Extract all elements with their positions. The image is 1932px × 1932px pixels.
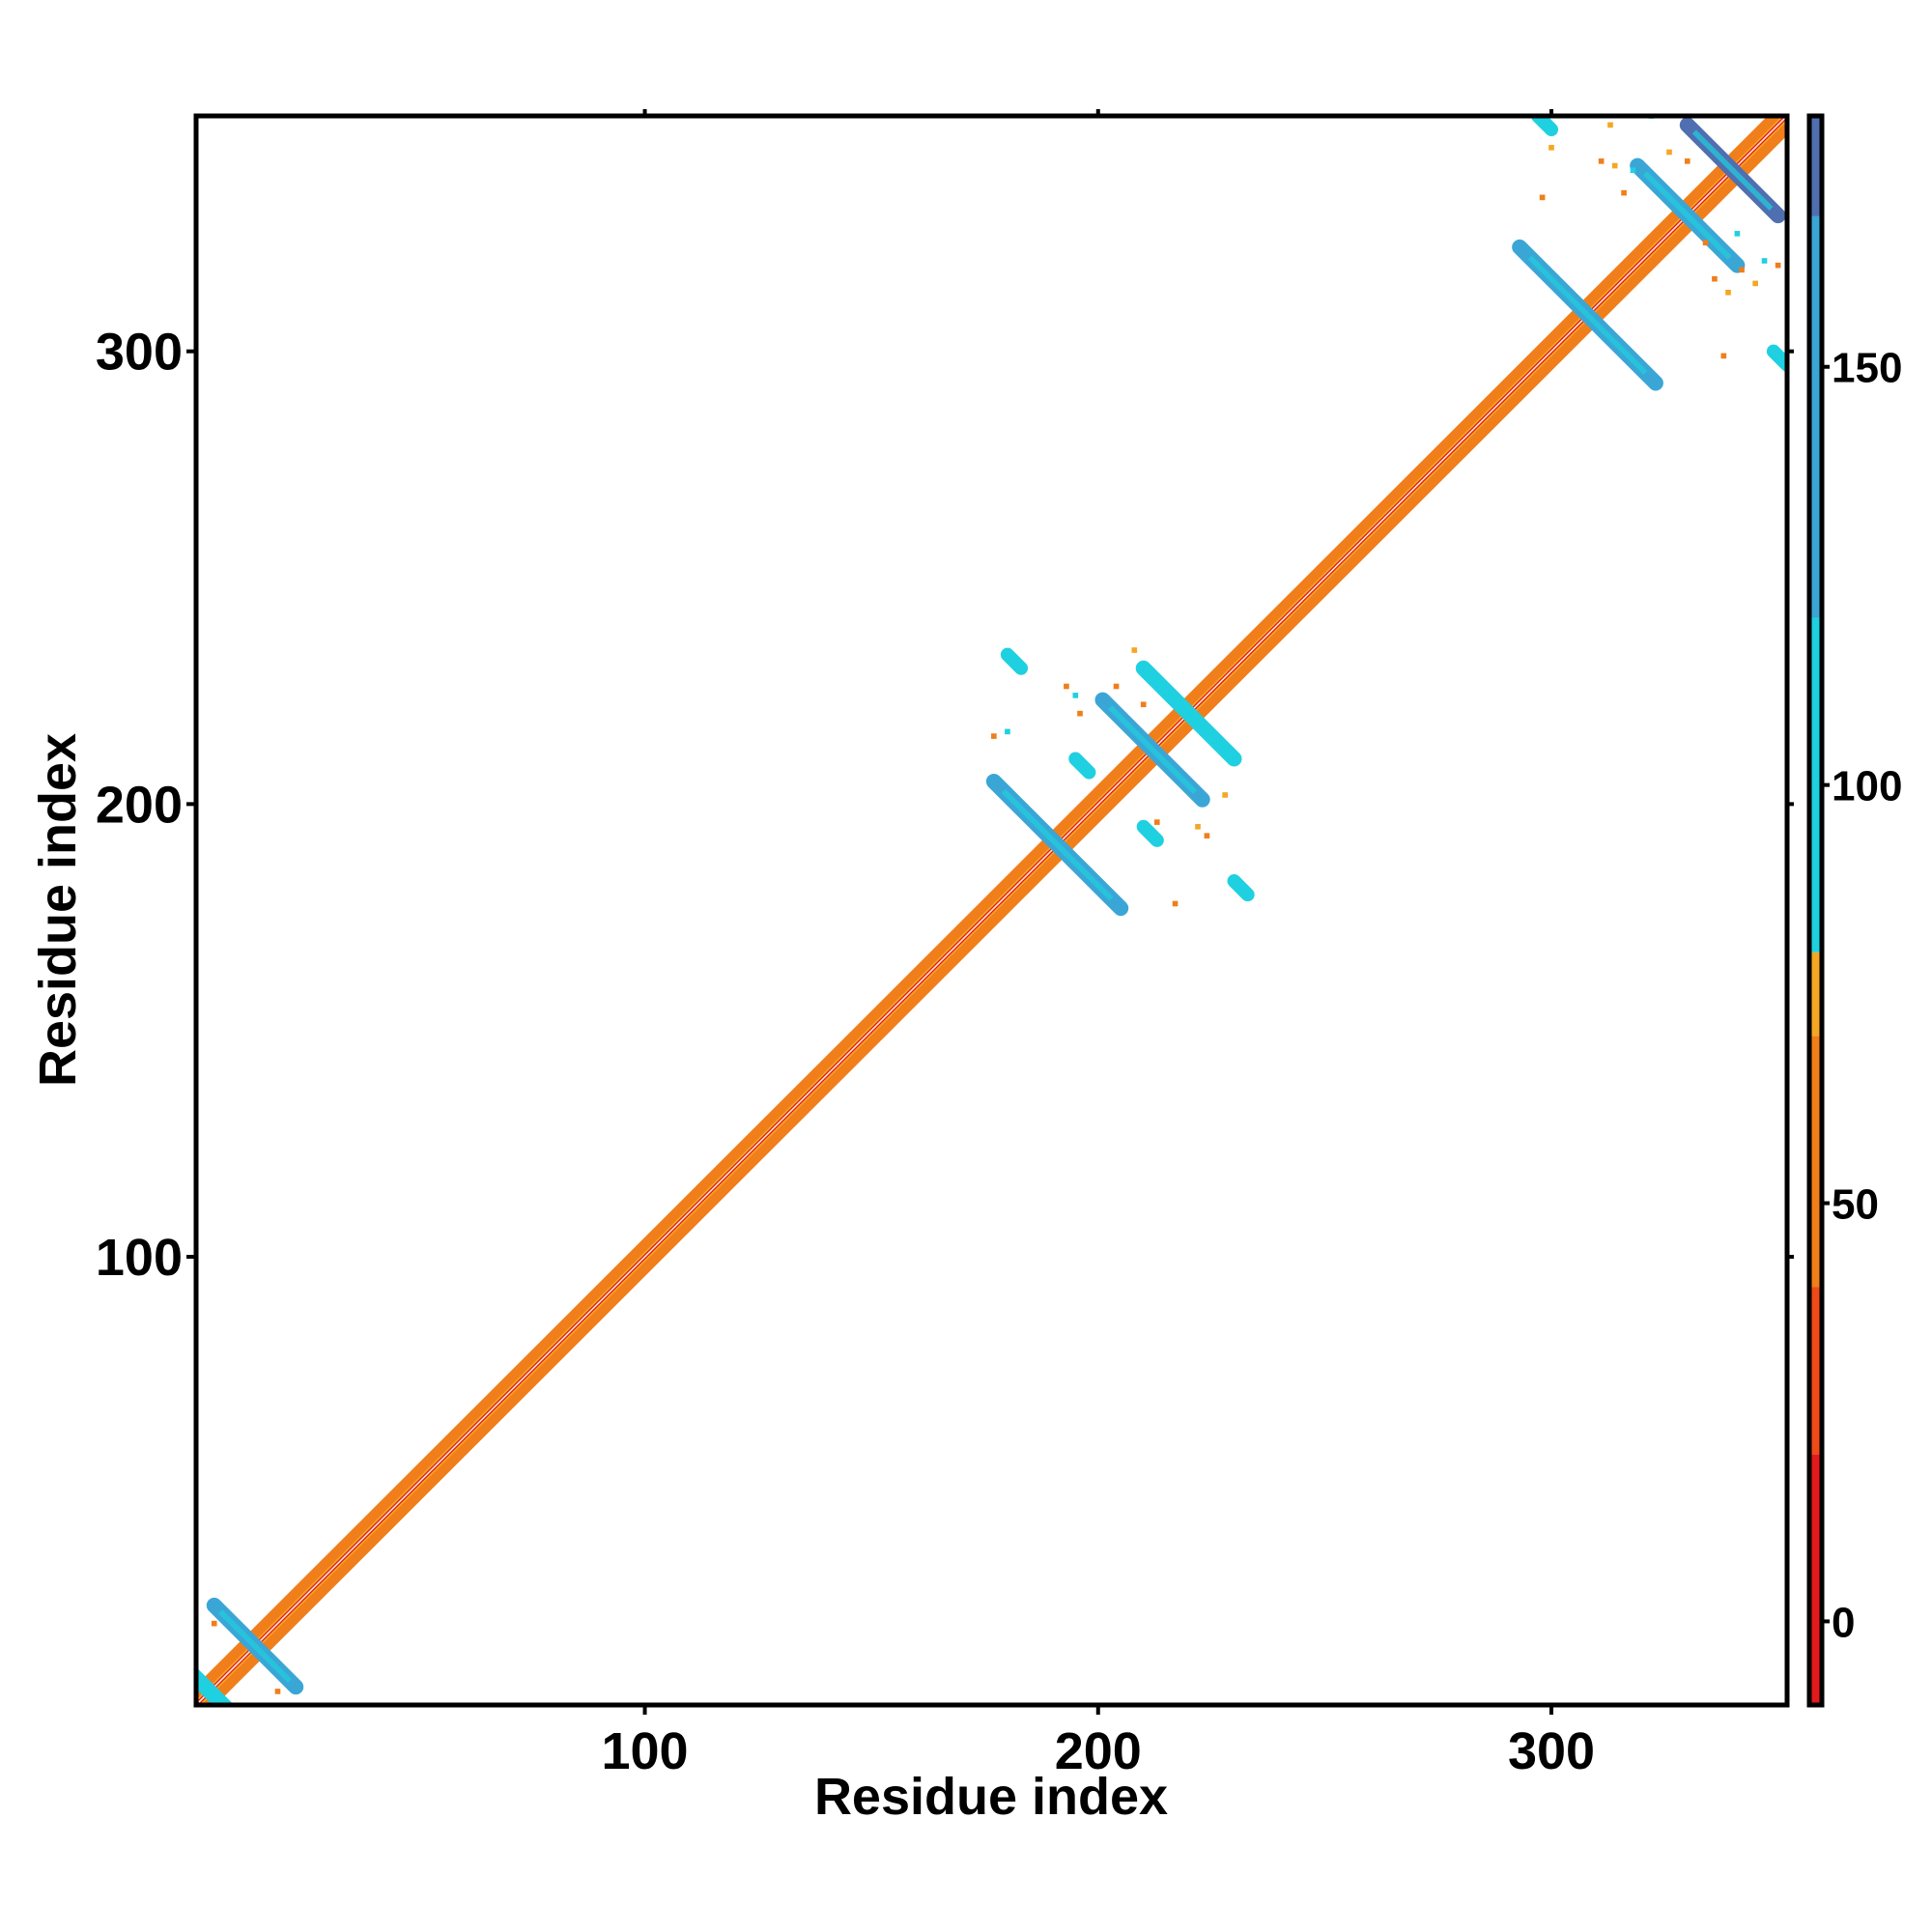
contact-cell-26 — [1752, 280, 1758, 287]
diagonal-band-highlight — [198, 116, 1787, 1703]
contact-segment-4 — [1136, 819, 1164, 847]
contact-cell-19 — [1666, 149, 1672, 156]
x-tick-label-1: 200 — [1055, 1722, 1142, 1780]
contact-cell-22 — [1539, 194, 1546, 201]
colorbar-band-0 — [1809, 1454, 1822, 1705]
contact-cell-13 — [1607, 122, 1613, 128]
contact-cell-30 — [1775, 262, 1781, 269]
y-tick-label-1: 200 — [96, 776, 183, 834]
plot-frame — [193, 113, 1790, 1708]
contact-cell-11 — [991, 733, 997, 739]
contact-cell-33 — [274, 1689, 281, 1694]
contact-cell-32 — [211, 1620, 217, 1627]
heatmap-cells — [196, 116, 1787, 1705]
colorbar-tick-label-2: 100 — [1832, 763, 1902, 810]
colorbar-ticks: 0 50 100 150 — [1822, 345, 1902, 1646]
contact-cell-27 — [1761, 258, 1768, 264]
contact-cell-3 — [1131, 647, 1138, 653]
x-tick-label-2: 300 — [1508, 1722, 1595, 1780]
colorbar — [1809, 116, 1822, 1705]
contact-cross-1-arm-a-highlight — [196, 1674, 228, 1705]
contact-cell-2 — [1113, 683, 1120, 690]
contact-cell-28 — [1702, 240, 1709, 246]
contact-cross-5-arm-a-highlight — [1527, 255, 1648, 375]
contact-cell-9 — [1222, 792, 1228, 798]
colorbar-band-3 — [1809, 952, 1822, 1037]
contact-cross-3-arm-a-highlight — [1108, 705, 1197, 794]
contact-cell-16 — [1621, 189, 1627, 196]
contact-cross-2-arm-a-highlight — [1001, 788, 1114, 901]
contact-cell-0 — [1064, 683, 1069, 690]
contact-cell-23 — [1712, 275, 1718, 282]
contact-cross-4-arm-a-highlight — [1148, 672, 1230, 754]
contact-cell-4 — [1140, 701, 1147, 708]
contact-cell-8 — [1204, 833, 1210, 838]
colorbar-band-1 — [1809, 1287, 1822, 1455]
colorbar-frame — [1806, 113, 1825, 1708]
contact-cell-15 — [1611, 162, 1618, 169]
contact-cell-31 — [1720, 353, 1727, 359]
contact-cell-12 — [1077, 710, 1083, 717]
contact-cell-7 — [1195, 823, 1201, 830]
contact-segment-1 — [1227, 873, 1255, 902]
contact-segment-0 — [1000, 647, 1029, 675]
contact-cell-14 — [1598, 158, 1605, 164]
colorbar-tick-label-3: 150 — [1832, 345, 1902, 392]
contact-cross-6-arm-a-highlight — [1642, 171, 1732, 260]
y-axis-title: Residue index — [29, 733, 87, 1087]
colorbar-tick-label-0: 0 — [1832, 1599, 1855, 1646]
contact-cell-1 — [1072, 693, 1079, 698]
axis-ticks — [186, 109, 1794, 1715]
colorbar-band-2 — [1809, 1036, 1822, 1288]
axis-tick-labels: 100 200 300 100 200 300 — [96, 324, 1595, 1780]
x-tick-label-0: 100 — [601, 1722, 688, 1780]
contact-cell-25 — [1739, 267, 1745, 273]
y-tick-label-2: 300 — [96, 324, 183, 382]
colorbar-band-6 — [1809, 116, 1822, 216]
contact-cell-6 — [1172, 900, 1179, 907]
colorbar-band-5 — [1809, 215, 1822, 618]
contact-cell-29 — [1734, 231, 1741, 237]
contact-cell-21 — [1548, 144, 1554, 151]
contact-segment-5 — [1068, 752, 1096, 780]
y-tick-label-0: 100 — [96, 1229, 183, 1287]
contact-cell-5 — [1153, 819, 1160, 825]
colorbar-band-4 — [1809, 617, 1822, 952]
contact-cell-20 — [1684, 158, 1690, 164]
x-axis-title: Residue index — [814, 1768, 1168, 1826]
contact-cell-10 — [1005, 728, 1010, 735]
colorbar-tick-label-1: 50 — [1832, 1181, 1879, 1229]
contact-cell-17 — [1630, 167, 1636, 174]
contact-cross-7-arm-a-highlight — [1691, 129, 1774, 212]
contact-cross-0-arm-a-highlight — [218, 1609, 292, 1683]
contact-cell-24 — [1725, 289, 1731, 296]
